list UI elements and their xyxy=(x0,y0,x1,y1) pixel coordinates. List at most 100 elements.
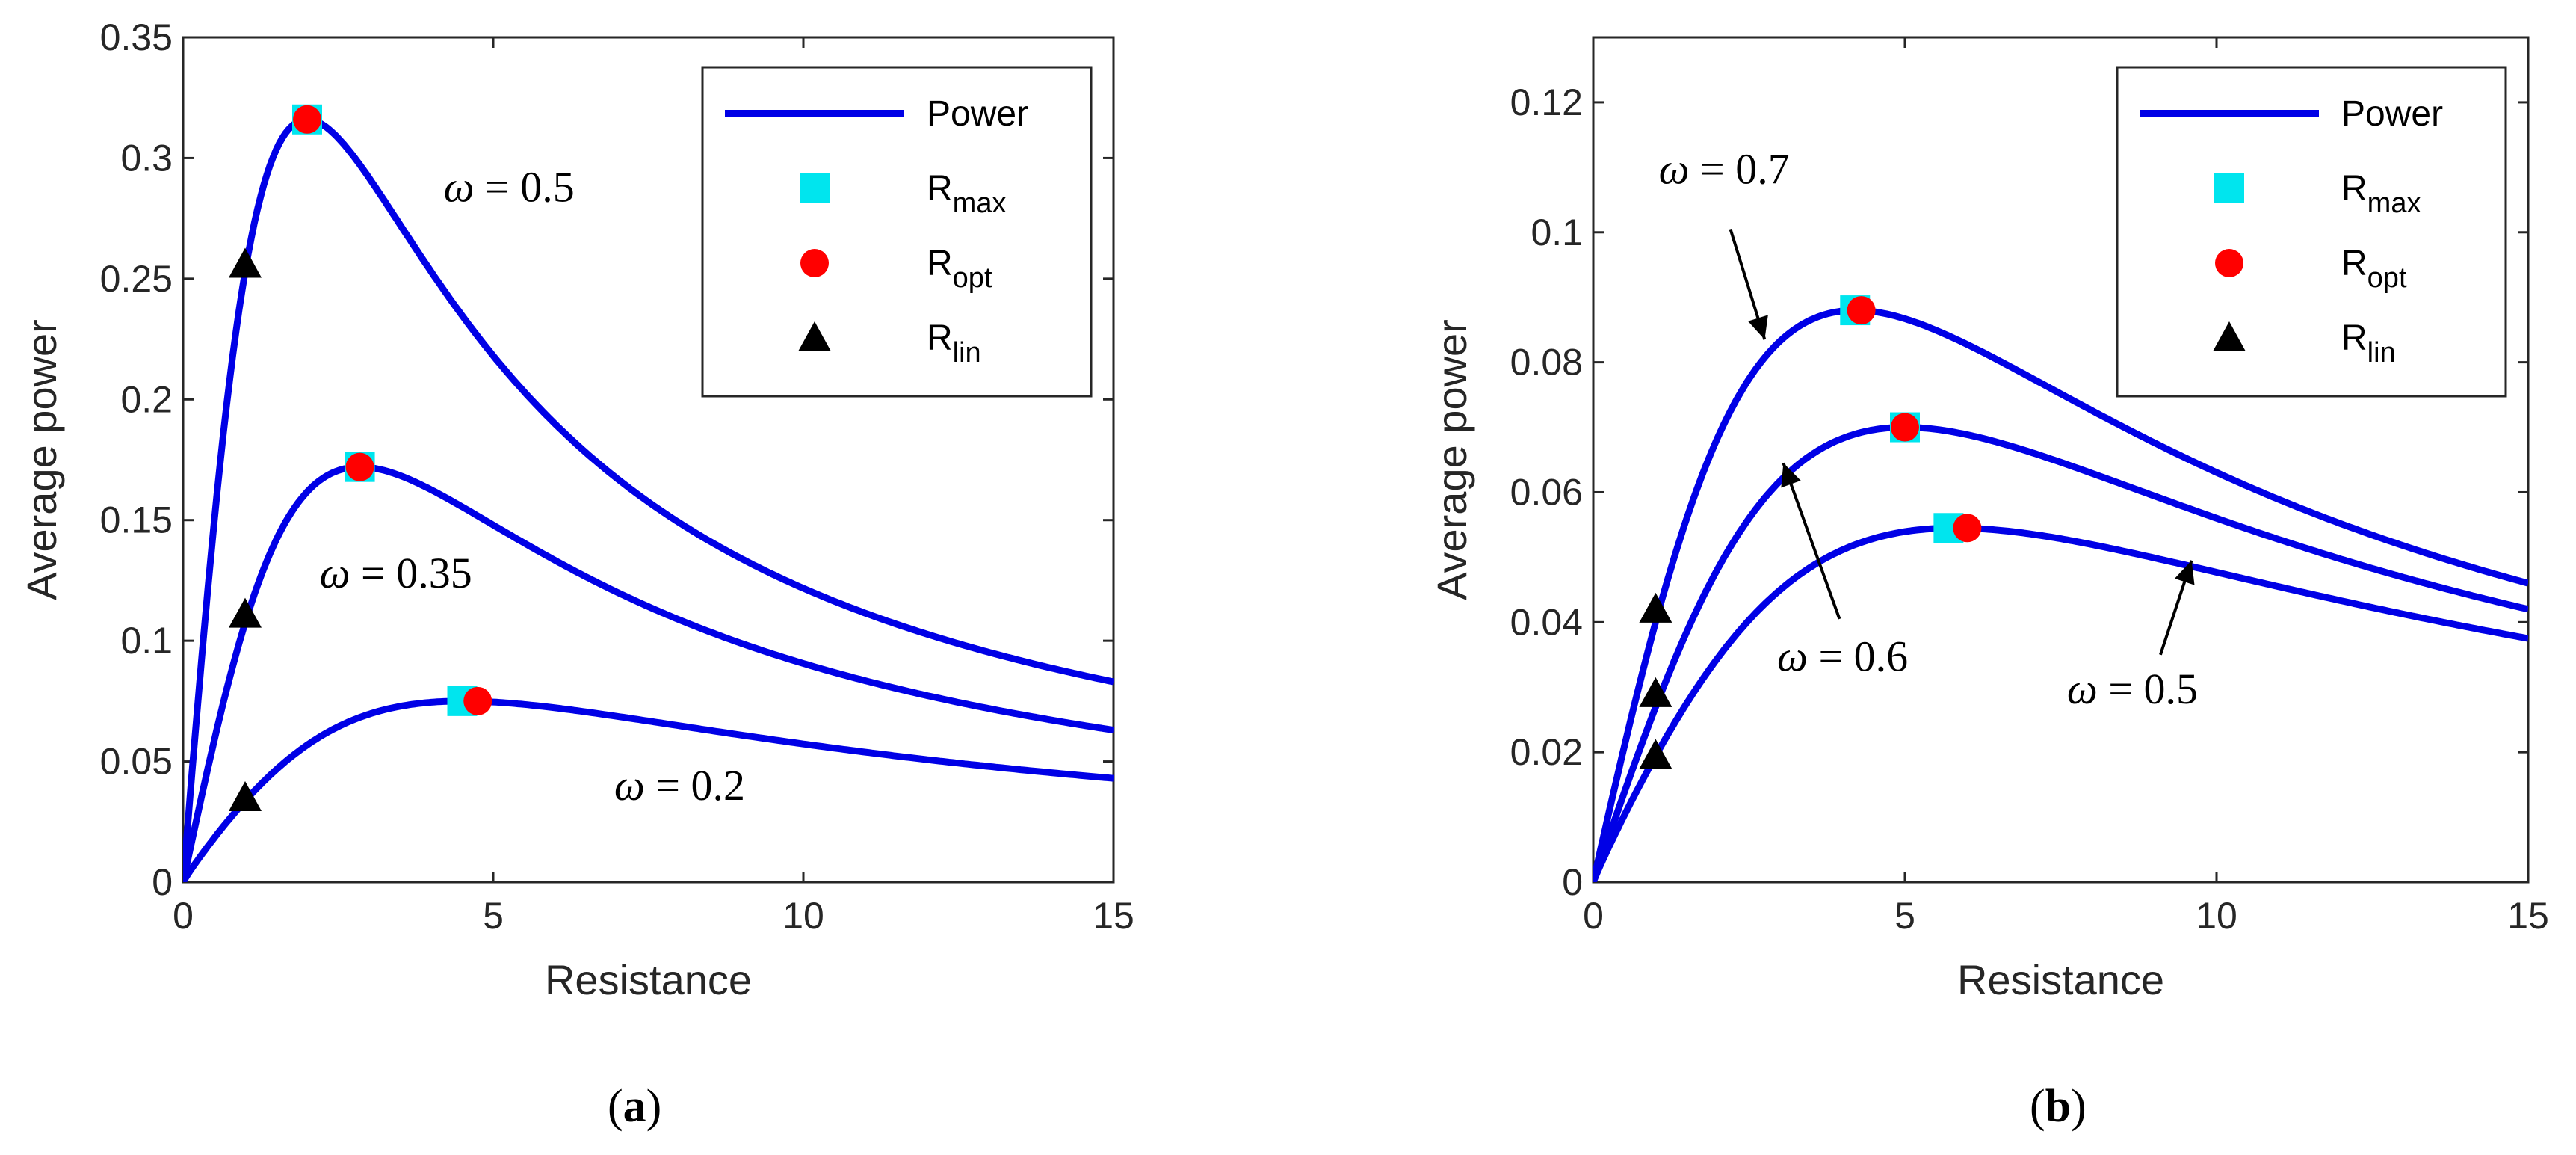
x-tick-label: 15 xyxy=(1093,895,1134,937)
legend-box xyxy=(701,66,1093,398)
omega-annotation: ω = 0.7 xyxy=(1659,145,1790,194)
legend-rmax-symbol xyxy=(2214,173,2244,203)
legend-label-subscript: opt xyxy=(2367,262,2407,294)
y-tick-label: 0.05 xyxy=(100,741,173,783)
y-tick-label: 0.35 xyxy=(100,16,173,58)
omega-annotation: ω = 0.6 xyxy=(1777,632,1908,681)
legend-label-main: R xyxy=(2341,244,2367,283)
panel-label: (a) xyxy=(608,1081,661,1132)
y-tick-label: 0.08 xyxy=(1510,342,1583,384)
y-tick-label: 0.25 xyxy=(100,258,173,300)
omega-annotation: ω = 0.35 xyxy=(320,549,472,597)
rlin-marker xyxy=(229,597,262,628)
power-curve xyxy=(183,697,1114,882)
legend-box xyxy=(2116,66,2507,398)
omega-value: = 0.2 xyxy=(645,761,745,810)
rlin-marker xyxy=(229,247,262,278)
panel-paren-close: ) xyxy=(2071,1081,2087,1132)
legend-label: Rlin xyxy=(2341,318,2396,369)
ropt-marker xyxy=(1847,296,1876,325)
omega-symbol: ω xyxy=(2067,665,2098,713)
rlin-marker xyxy=(1639,739,1672,769)
ropt-marker xyxy=(1891,413,1919,442)
omega-value: = 0.7 xyxy=(1690,145,1790,194)
y-tick-label: 0.02 xyxy=(1510,731,1583,773)
y-tick-label: 0 xyxy=(152,861,173,903)
panel-paren-open: ( xyxy=(2030,1081,2045,1132)
omega-value: = 0.5 xyxy=(475,163,575,212)
legend-label-main: R xyxy=(927,318,953,358)
legend-rlin-symbol xyxy=(2213,321,2246,351)
legend-label-main: R xyxy=(2341,318,2367,358)
y-tick-label: 0.1 xyxy=(1531,212,1583,253)
legend-ropt-symbol xyxy=(800,249,829,277)
plot-area-frame xyxy=(182,36,1115,884)
panel-paren-open: ( xyxy=(608,1081,623,1132)
panel-paren-close: ) xyxy=(646,1081,662,1132)
ropt-marker xyxy=(1953,514,1982,543)
arrow-head xyxy=(1781,463,1801,488)
legend-label: Ropt xyxy=(927,244,992,294)
y-tick-label: 0.04 xyxy=(1510,601,1583,643)
y-tick-label: 0.06 xyxy=(1510,471,1583,513)
x-axis-label: Resistance xyxy=(545,956,752,1003)
legend-label: Rmax xyxy=(927,169,1006,219)
legend-label-main: R xyxy=(927,169,953,209)
legend-label-subscript: lin xyxy=(953,337,981,369)
plot-area-frame xyxy=(1592,36,2530,884)
legend-label: Ropt xyxy=(2341,244,2407,294)
legend-rmax-symbol xyxy=(800,173,830,203)
omega-symbol: ω xyxy=(320,549,350,597)
legend-label-main: R xyxy=(2341,169,2367,209)
x-tick-label: 15 xyxy=(2507,895,2549,937)
legend-label-main: Power xyxy=(927,94,1028,134)
x-tick-label: 0 xyxy=(1583,895,1604,937)
omega-value: = 0.5 xyxy=(2098,665,2198,713)
y-tick-label: 0.3 xyxy=(120,137,173,179)
arrow-head xyxy=(2174,560,2195,585)
y-tick-label: 0.1 xyxy=(120,620,173,662)
legend-rlin-symbol xyxy=(798,321,831,351)
power-curve xyxy=(183,463,1114,882)
ropt-marker xyxy=(293,105,321,134)
power-curve xyxy=(1593,524,2528,882)
chart-panel-a: 0 5 10 15 0 0.05 0.1 0.15 0.2 0.25 0.3 0.35 Resistan… xyxy=(18,16,1134,1132)
omega-symbol: ω xyxy=(1659,145,1690,194)
legend-label-subscript: max xyxy=(953,188,1007,219)
power-curve xyxy=(1593,307,2528,882)
legend-label-main: R xyxy=(927,244,953,283)
omega-symbol: ω xyxy=(1777,632,1808,681)
x-tick-label: 5 xyxy=(483,895,504,937)
legend-ropt-symbol xyxy=(2215,249,2243,277)
legend-label-subscript: lin xyxy=(2367,337,2396,369)
omega-value: = 0.6 xyxy=(1808,632,1908,681)
y-tick-label: 0.2 xyxy=(120,378,173,420)
x-tick-label: 10 xyxy=(2196,895,2237,937)
omega-symbol: ω xyxy=(614,761,645,810)
power-curve xyxy=(183,116,1114,882)
omega-symbol: ω xyxy=(444,163,475,212)
legend-label-main: Power xyxy=(2341,94,2443,134)
ropt-marker xyxy=(345,452,374,481)
omega-annotation: ω = 0.5 xyxy=(444,163,575,212)
legend-label: Power xyxy=(927,94,1028,134)
rlin-marker xyxy=(229,781,262,811)
x-axis-label: Resistance xyxy=(1957,956,2164,1003)
panel-letter: a xyxy=(623,1081,646,1132)
arrow-shaft xyxy=(1782,462,1841,620)
arrow-head xyxy=(1748,315,1768,340)
legend-label-subscript: opt xyxy=(953,262,992,294)
chart-panel-b: 0 5 10 15 0 0.02 0.04 0.06 0.08 0.1 0.12 Resistance… xyxy=(1428,36,2549,1132)
legend-label-subscript: max xyxy=(2367,188,2421,219)
omega-value: = 0.35 xyxy=(350,549,472,597)
power-curve xyxy=(1593,424,2528,882)
y-tick-label: 0.12 xyxy=(1510,81,1583,123)
legend-label: Rlin xyxy=(927,318,981,369)
x-tick-label: 0 xyxy=(173,895,194,937)
x-tick-label: 5 xyxy=(1894,895,1915,937)
legend-label: Rmax xyxy=(2341,169,2421,219)
y-tick-label: 0 xyxy=(1562,861,1583,903)
y-axis-label: Average power xyxy=(18,319,65,600)
omega-annotation: ω = 0.2 xyxy=(614,761,745,810)
